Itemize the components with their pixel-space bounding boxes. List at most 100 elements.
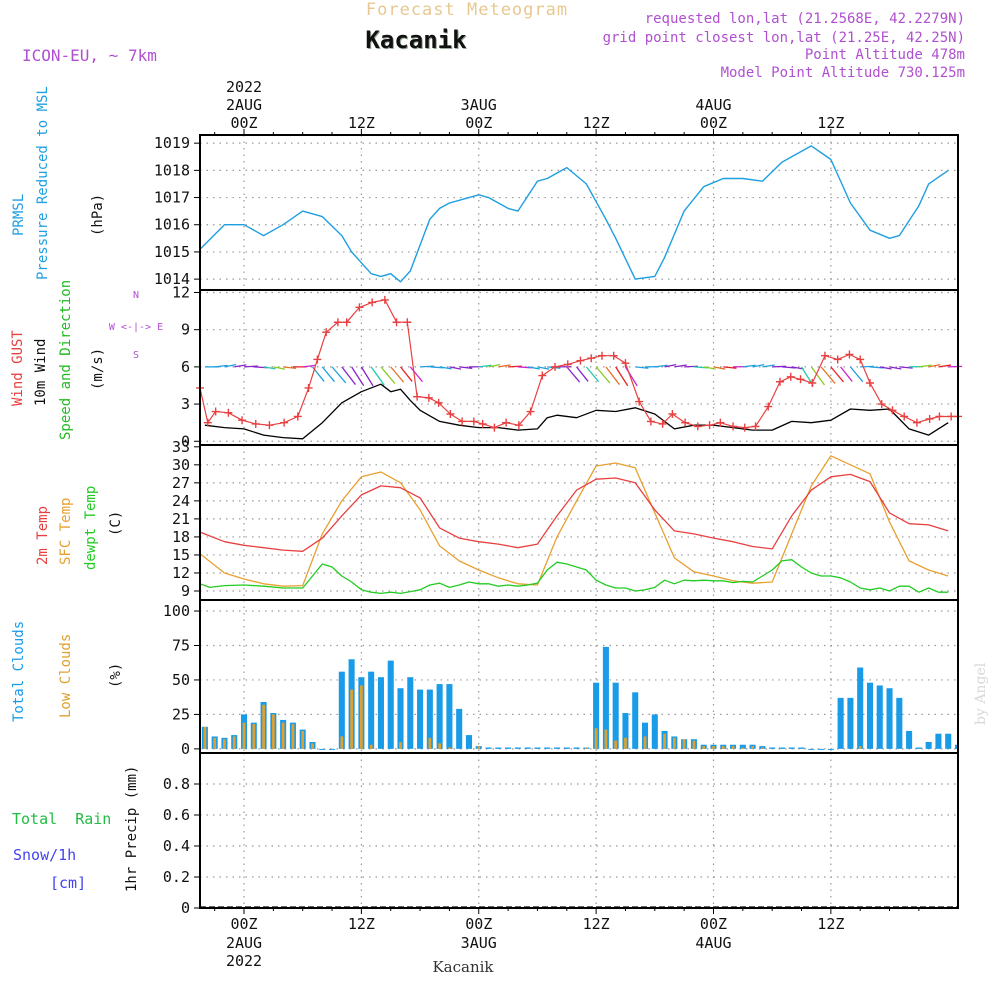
wind-arrow xyxy=(273,366,286,370)
gust-marker xyxy=(865,379,874,387)
total-cloud-bar xyxy=(651,714,658,749)
total-cloud-bar xyxy=(593,682,600,749)
direction-label: Speed and Direction xyxy=(58,280,74,440)
wind-tick-label: 3 xyxy=(181,395,190,413)
top-hour-label: 12Z xyxy=(817,114,844,132)
wind-10m-line xyxy=(204,383,949,440)
gust-marker xyxy=(668,410,677,418)
top-hour-label: 00Z xyxy=(465,114,492,132)
bottom-date-label: 3AUG xyxy=(461,934,497,952)
total-cloud-bar xyxy=(426,689,433,749)
wind-unit: (m/s) xyxy=(90,348,106,390)
low-cloud-bar xyxy=(301,730,305,749)
gust-marker xyxy=(380,295,389,304)
temp-tick-label: 18 xyxy=(172,528,190,546)
product-title: Forecast Meteogram xyxy=(366,0,568,20)
temp-tick-label: 12 xyxy=(172,564,190,582)
dewpoint-line xyxy=(199,559,949,595)
gust-marker xyxy=(912,418,921,427)
wind-arrow xyxy=(420,365,434,368)
location-title: Kacanik xyxy=(365,26,467,54)
wind-arrow xyxy=(595,366,611,384)
gust-marker xyxy=(775,377,784,386)
gust-marker xyxy=(597,351,606,360)
gust-marker xyxy=(526,407,535,416)
gust-marker xyxy=(538,371,547,380)
low-cloud-bar xyxy=(643,736,647,749)
wind-arrow xyxy=(762,364,775,368)
gust-marker xyxy=(796,375,805,384)
total-cloud-bar xyxy=(514,747,521,749)
total-cloud-bar xyxy=(505,747,512,749)
gust-marker xyxy=(514,421,523,430)
wind-arrow xyxy=(380,366,396,385)
total-cloud-bar xyxy=(407,677,414,749)
low-cloud-bar xyxy=(223,739,226,749)
temp-tick-label: 15 xyxy=(172,546,190,564)
top-date-label: 4AUG xyxy=(695,96,731,114)
temp-tick-label: 24 xyxy=(172,492,190,510)
total-cloud-bar xyxy=(818,748,825,750)
wind-arrow xyxy=(351,366,365,387)
gust-marker xyxy=(238,416,247,425)
total-cloud-bar xyxy=(906,730,913,749)
compass-n: N xyxy=(133,290,139,301)
wind-arrow xyxy=(478,364,492,368)
total-cloud-bar xyxy=(876,685,883,749)
total-cloud-bar xyxy=(338,671,345,749)
gust-marker xyxy=(845,350,854,359)
total-cloud-bar xyxy=(808,748,815,750)
gust-marker xyxy=(877,400,886,409)
requested-coords: requested lon,lat (21.2568E, 42.2279N) xyxy=(645,11,965,27)
header: Forecast Meteogram Kacanik ICON-EU, ~ 7k… xyxy=(22,0,989,976)
dew-label: dewpt Temp xyxy=(83,486,99,570)
gust-marker xyxy=(313,355,322,364)
total-cloud-bar xyxy=(417,689,424,749)
pressure-label-2: Pressure Reduced to MSL xyxy=(35,86,51,280)
low-cloud-bar xyxy=(291,724,295,749)
wind-arrow xyxy=(390,366,405,383)
gust-marker xyxy=(900,412,909,421)
sfc-label: SFC Temp xyxy=(58,498,74,565)
gust-label: Wind GUST xyxy=(10,330,26,406)
wind-tick-label: 0 xyxy=(181,432,190,450)
gust-marker xyxy=(469,417,478,426)
gust-marker xyxy=(446,410,455,418)
clouds-tick-label: 50 xyxy=(172,671,190,689)
total-cloud-bar xyxy=(465,735,472,749)
low-cloud-bar xyxy=(232,736,236,749)
low-cloud-bar xyxy=(438,743,441,749)
grid-point-coords: grid point closest lon,lat (21.25E, 42.2… xyxy=(603,30,965,46)
total-cloud-bar xyxy=(387,660,394,749)
wind-arrow xyxy=(234,364,247,368)
total-cloud-bar xyxy=(622,713,629,749)
temp-unit: (C) xyxy=(108,511,124,536)
snow-unit-label: [cm] xyxy=(50,874,86,892)
total-cloud-bar xyxy=(632,692,639,749)
total-cloud-bar xyxy=(837,697,844,749)
total-cloud-bar xyxy=(446,684,453,749)
sfc-temp-line xyxy=(199,455,949,587)
clouds-unit: (%) xyxy=(108,663,124,688)
temp-tick-label: 9 xyxy=(181,582,190,600)
precip-tick-label: 0.6 xyxy=(163,806,190,824)
gust-marker xyxy=(211,407,220,416)
total-cloud-bar xyxy=(563,747,570,749)
top-hour-label: 12Z xyxy=(348,114,375,132)
wind-arrow xyxy=(615,366,629,387)
wind-arrow xyxy=(810,366,826,386)
gust-marker xyxy=(502,418,511,427)
total-cloud-bar xyxy=(524,747,531,749)
precip-tick-label: 0.4 xyxy=(163,837,190,855)
gust-marker xyxy=(935,412,944,421)
panels: 1014101510161017101810190369129121518212… xyxy=(154,134,963,917)
temp-frame xyxy=(199,444,959,601)
total-cloud-bar xyxy=(329,748,336,750)
clouds-tick-label: 100 xyxy=(163,602,190,620)
total-cloud-bar xyxy=(573,747,580,749)
low-cloud-bar xyxy=(692,740,696,749)
gust-marker xyxy=(322,328,331,337)
total-cloud-bar xyxy=(602,646,609,749)
wind-tick-label: 12 xyxy=(172,283,190,301)
low-cloud-bar xyxy=(741,747,745,749)
